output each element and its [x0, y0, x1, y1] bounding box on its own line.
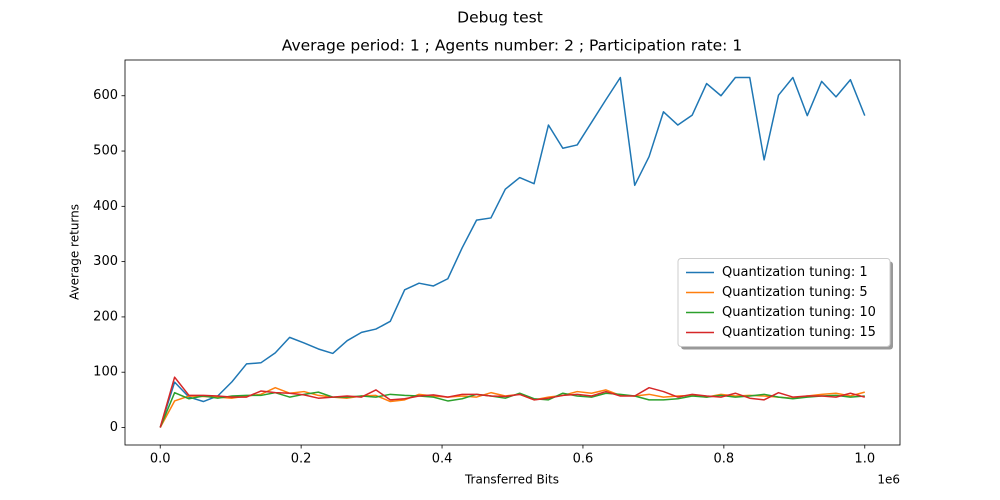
y-axis-label: Average returns [68, 204, 82, 300]
legend-label: Quantization tuning: 1 [722, 265, 868, 280]
legend-label: Quantization tuning: 10 [722, 305, 876, 320]
y-tick-label: 200 [93, 309, 118, 324]
y-tick-label: 0 [110, 420, 118, 435]
data-line [159, 386, 865, 428]
y-tick-label: 100 [93, 365, 118, 380]
y-tick-label: 600 [93, 88, 118, 103]
plot-frame [124, 59, 901, 446]
x-axis-label: Transferred Bits [464, 473, 559, 487]
x-tick-label: 0.6 [573, 452, 594, 467]
legend-label: Quantization tuning: 5 [722, 285, 868, 300]
chart-subtitle: Average period: 1 ; Agents number: 2 ; P… [282, 37, 742, 55]
legend-label: Quantization tuning: 15 [722, 325, 876, 340]
x-tick-label: 0.2 [291, 452, 312, 467]
x-tick-label: 0.8 [714, 452, 735, 467]
y-tick-label: 300 [93, 254, 118, 269]
data-line [159, 376, 865, 428]
x-tick-label: 0.0 [150, 452, 171, 467]
x-offset-label: 1e6 [877, 473, 900, 487]
y-tick-label: 500 [93, 144, 118, 159]
y-tick-label: 400 [93, 199, 118, 214]
data-line [159, 391, 865, 428]
x-tick-label: 0.4 [432, 452, 453, 467]
data-line [159, 76, 866, 428]
x-tick-label: 1.0 [854, 452, 875, 467]
chart-title: Debug test [457, 9, 543, 27]
legend [677, 258, 891, 347]
